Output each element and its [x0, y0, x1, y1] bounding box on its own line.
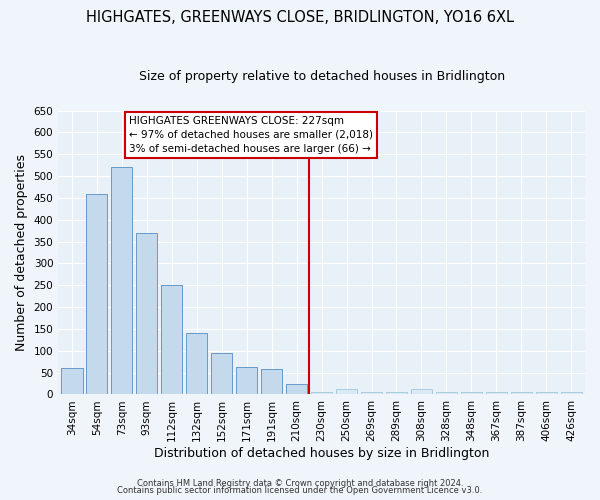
Bar: [261, 369, 282, 394]
Bar: [461, 392, 482, 394]
Bar: [136, 233, 157, 394]
Bar: [111, 168, 133, 394]
Bar: [336, 389, 357, 394]
Bar: [186, 334, 208, 394]
Bar: [486, 392, 507, 394]
Bar: [386, 392, 407, 394]
Bar: [511, 392, 532, 394]
Text: HIGHGATES GREENWAYS CLOSE: 227sqm
← 97% of detached houses are smaller (2,018)
3: HIGHGATES GREENWAYS CLOSE: 227sqm ← 97% …: [130, 116, 373, 154]
Bar: [560, 392, 582, 394]
Bar: [286, 384, 307, 394]
Bar: [536, 392, 557, 394]
Bar: [61, 368, 83, 394]
Text: HIGHGATES, GREENWAYS CLOSE, BRIDLINGTON, YO16 6XL: HIGHGATES, GREENWAYS CLOSE, BRIDLINGTON,…: [86, 10, 514, 25]
Text: Contains HM Land Registry data © Crown copyright and database right 2024.: Contains HM Land Registry data © Crown c…: [137, 478, 463, 488]
Bar: [236, 368, 257, 394]
X-axis label: Distribution of detached houses by size in Bridlington: Distribution of detached houses by size …: [154, 447, 489, 460]
Title: Size of property relative to detached houses in Bridlington: Size of property relative to detached ho…: [139, 70, 505, 83]
Bar: [161, 286, 182, 395]
Bar: [311, 392, 332, 394]
Text: Contains public sector information licensed under the Open Government Licence v3: Contains public sector information licen…: [118, 486, 482, 495]
Bar: [86, 194, 107, 394]
Bar: [436, 392, 457, 394]
Y-axis label: Number of detached properties: Number of detached properties: [15, 154, 28, 351]
Bar: [411, 389, 432, 394]
Bar: [211, 353, 232, 395]
Bar: [361, 392, 382, 394]
